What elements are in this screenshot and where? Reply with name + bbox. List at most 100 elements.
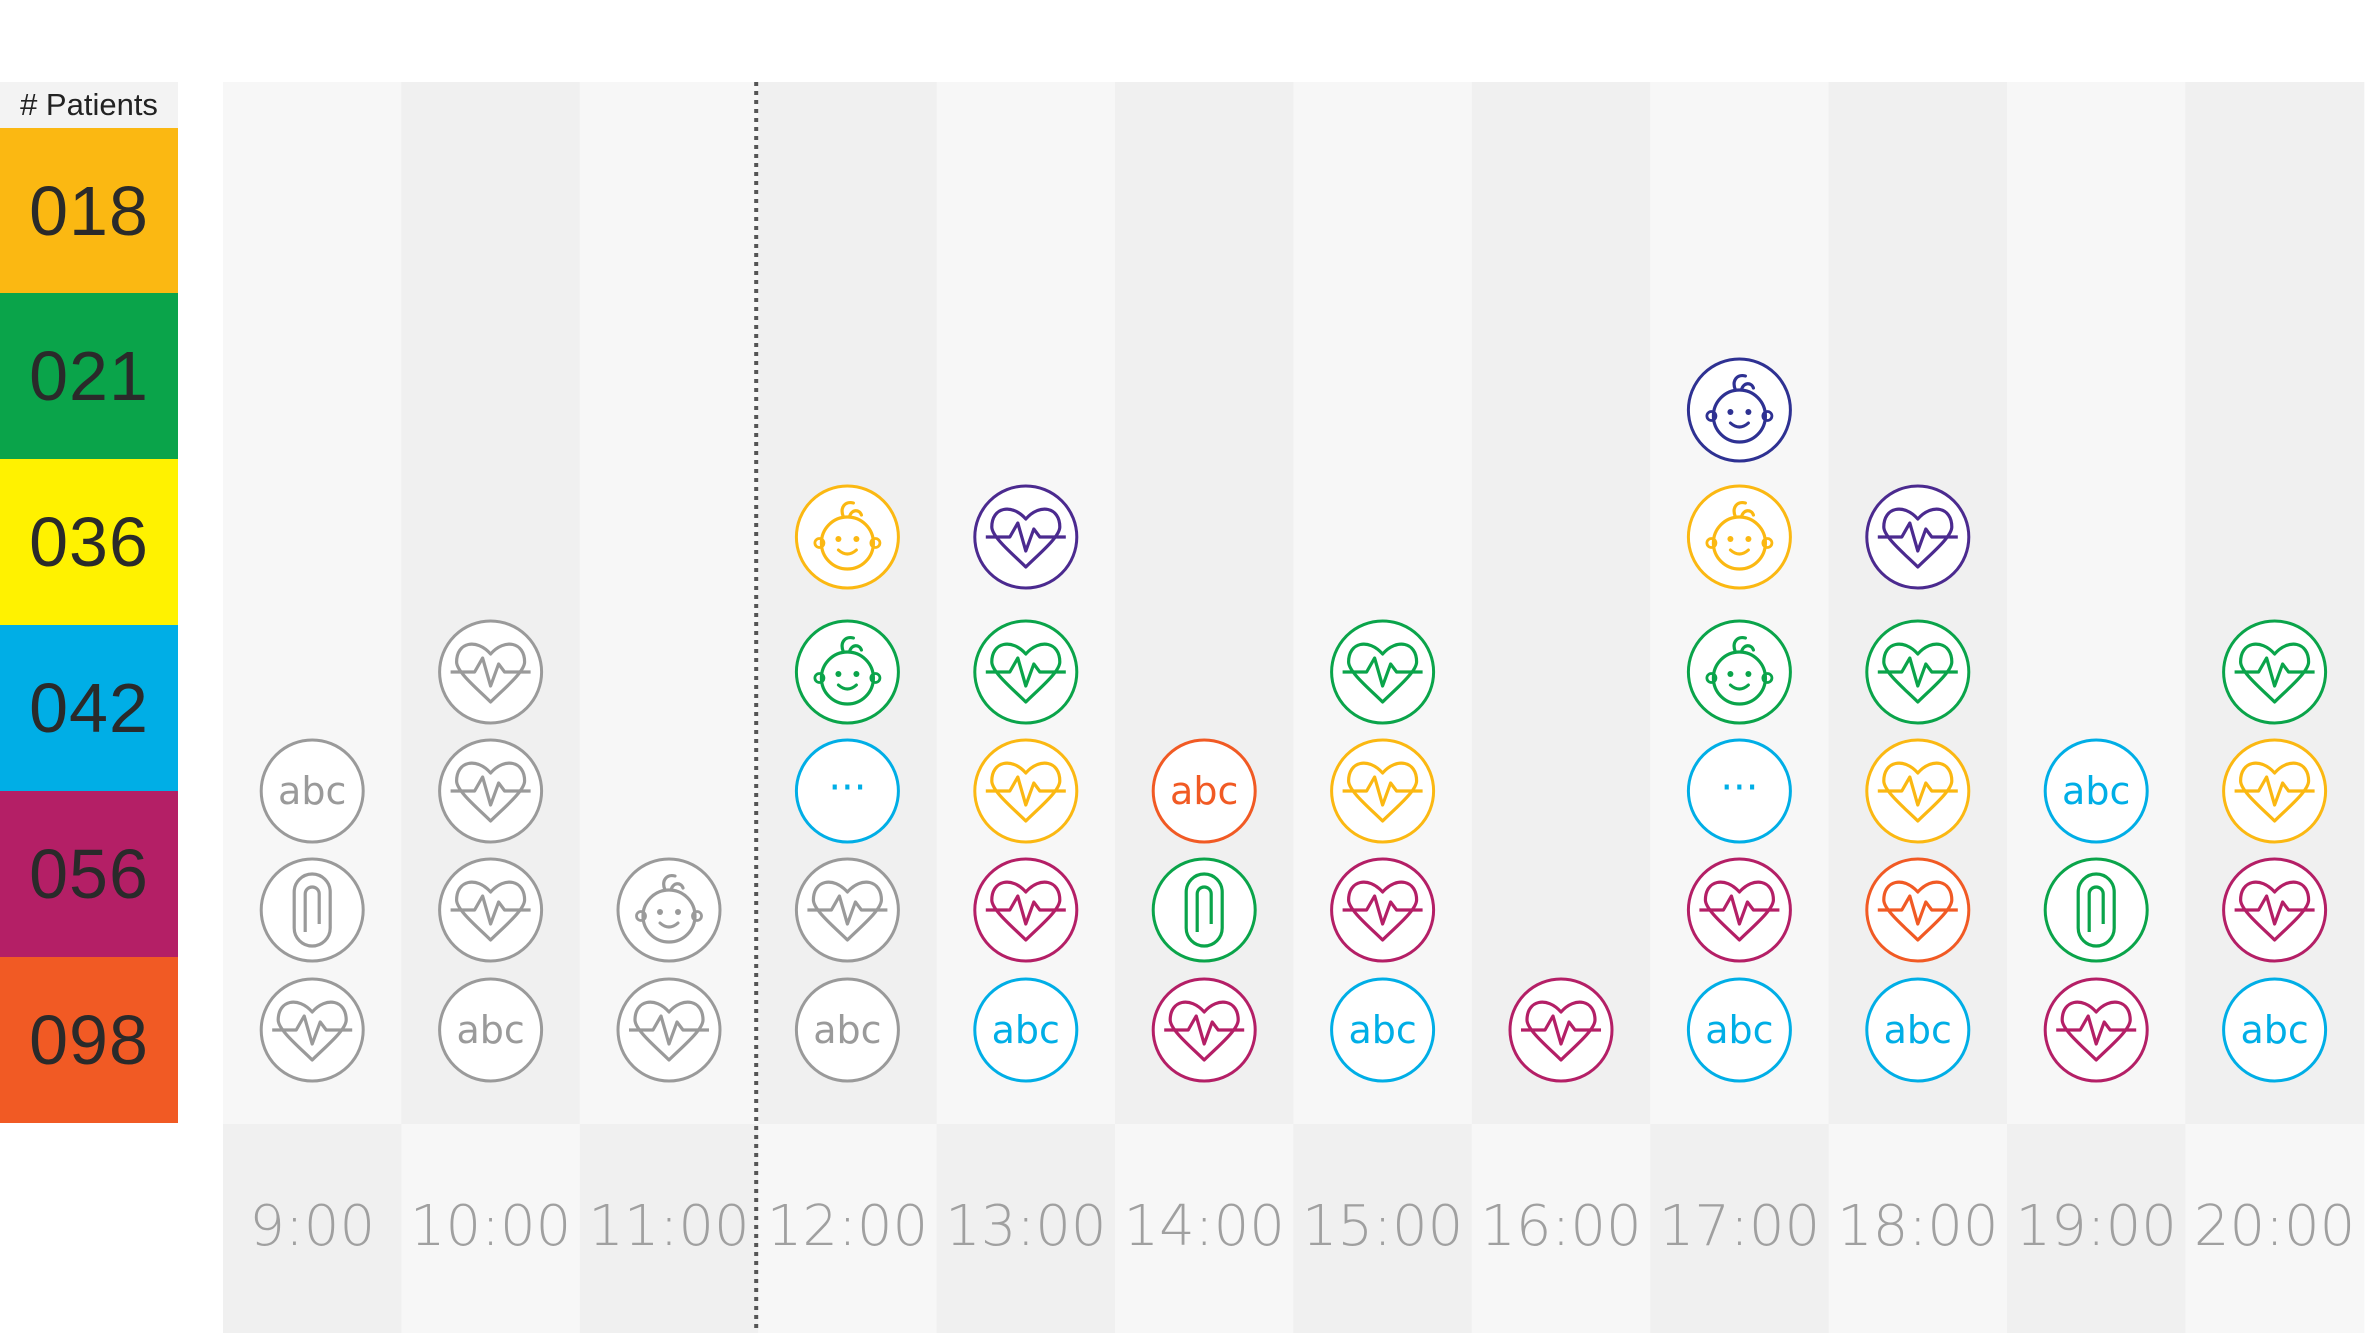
heart-rate-icon[interactable] xyxy=(973,619,1079,725)
baby-face-icon[interactable] xyxy=(1686,619,1792,725)
hour-column xyxy=(1650,82,1830,1124)
patient-036[interactable]: 036 xyxy=(0,459,178,625)
heart-rate-icon[interactable] xyxy=(973,857,1079,963)
heart-rate-icon[interactable] xyxy=(1686,857,1792,963)
icon-label: abc xyxy=(456,1008,524,1052)
hour-column xyxy=(758,82,938,1124)
hour-label-cell xyxy=(1115,1124,1294,1333)
hour-column xyxy=(936,82,1116,1124)
text-note-icon[interactable]: abc xyxy=(2043,738,2149,844)
heart-rate-icon[interactable] xyxy=(973,738,1079,844)
heart-rate-icon[interactable] xyxy=(1865,619,1971,725)
baby-face-icon[interactable] xyxy=(794,619,900,725)
heart-rate-icon[interactable] xyxy=(2222,738,2328,844)
hour-label: 17:00 xyxy=(1659,1194,1820,1259)
hour-column xyxy=(2185,82,2365,1124)
icon-label: abc xyxy=(1348,1008,1416,1052)
hour-label: 12:00 xyxy=(767,1194,928,1259)
legend-title: # Patients xyxy=(0,82,178,128)
heart-rate-icon[interactable] xyxy=(2222,857,2328,963)
heart-rate-icon[interactable] xyxy=(1865,738,1971,844)
text-note-icon[interactable]: abc xyxy=(1686,977,1792,1083)
icon-label: abc xyxy=(813,1008,881,1052)
hour-label-cell xyxy=(223,1124,402,1333)
icon-label: abc xyxy=(1705,1008,1773,1052)
heart-rate-icon[interactable] xyxy=(1865,857,1971,963)
hour-label: 10:00 xyxy=(410,1194,571,1259)
hour-label: 19:00 xyxy=(2016,1194,2177,1259)
hour-label-cell xyxy=(936,1124,1116,1333)
heart-rate-icon[interactable] xyxy=(1865,484,1971,590)
hour-label-cell xyxy=(1293,1124,1473,1333)
icon-label: abc xyxy=(1884,1008,1952,1052)
hour-label: 13:00 xyxy=(945,1194,1106,1259)
text-note-icon[interactable]: abc xyxy=(1865,977,1971,1083)
heart-rate-icon[interactable] xyxy=(616,977,722,1083)
hour-label: 15:00 xyxy=(1302,1194,1463,1259)
hour-label: 16:00 xyxy=(1480,1194,1641,1259)
hour-label-cell xyxy=(758,1124,938,1333)
hour-label-cell xyxy=(1650,1124,1830,1333)
text-note-icon[interactable]: abc xyxy=(438,977,544,1083)
baby-face-icon[interactable] xyxy=(1686,484,1792,590)
heart-rate-icon[interactable] xyxy=(2043,977,2149,1083)
baby-face-icon[interactable] xyxy=(794,484,900,590)
more-icon[interactable]: ··· xyxy=(1686,738,1792,844)
icon-label: ··· xyxy=(1720,765,1758,811)
patient-098[interactable]: 098 xyxy=(0,957,178,1123)
text-note-icon[interactable]: abc xyxy=(1151,738,1257,844)
text-note-icon[interactable]: abc xyxy=(1330,977,1436,1083)
hour-column xyxy=(1828,82,2008,1124)
heart-rate-icon[interactable] xyxy=(2222,619,2328,725)
hour-column xyxy=(401,82,581,1124)
hour-label: 9:00 xyxy=(249,1194,375,1259)
hour-label-cell xyxy=(401,1124,581,1333)
hour-label-cell xyxy=(1471,1124,1651,1333)
patient-042[interactable]: 042 xyxy=(0,625,178,791)
icon-label: abc xyxy=(278,769,346,813)
hour-column xyxy=(1293,82,1473,1124)
heart-rate-icon[interactable] xyxy=(1151,977,1257,1083)
icon-label: abc xyxy=(2240,1008,2308,1052)
hour-label-cell xyxy=(2185,1124,2365,1333)
heart-rate-icon[interactable] xyxy=(1330,857,1436,963)
patient-056[interactable]: 056 xyxy=(0,791,178,957)
heart-rate-icon[interactable] xyxy=(1330,738,1436,844)
text-note-icon[interactable]: abc xyxy=(2222,977,2328,1083)
hour-label-cell xyxy=(1828,1124,2008,1333)
hour-label-cell xyxy=(2007,1124,2186,1333)
text-note-icon[interactable]: abc xyxy=(973,977,1079,1083)
heart-rate-icon[interactable] xyxy=(259,977,365,1083)
hour-label: 20:00 xyxy=(2194,1194,2355,1259)
hour-label: 14:00 xyxy=(1124,1194,1285,1259)
text-note-icon[interactable]: abc xyxy=(259,738,365,844)
hour-label: 11:00 xyxy=(588,1194,749,1259)
hour-column xyxy=(579,82,759,1124)
heart-rate-icon[interactable] xyxy=(794,857,900,963)
hour-label: 18:00 xyxy=(1837,1194,1998,1259)
heart-rate-icon[interactable] xyxy=(973,484,1079,590)
heart-rate-icon[interactable] xyxy=(1330,619,1436,725)
hour-column xyxy=(1471,82,1651,1124)
icon-label: ··· xyxy=(828,765,866,811)
icon-label: abc xyxy=(992,1008,1060,1052)
hour-column xyxy=(1115,82,1294,1124)
baby-face-icon[interactable] xyxy=(616,857,722,963)
text-note-icon[interactable]: abc xyxy=(794,977,900,1083)
paperclip-icon[interactable] xyxy=(2043,857,2149,963)
patient-018[interactable]: 018 xyxy=(0,128,178,294)
heart-rate-icon[interactable] xyxy=(1508,977,1614,1083)
hour-column xyxy=(223,82,402,1124)
icon-label: abc xyxy=(2062,769,2130,813)
heart-rate-icon[interactable] xyxy=(438,619,544,725)
heart-rate-icon[interactable] xyxy=(438,738,544,844)
patient-021[interactable]: 021 xyxy=(0,293,178,459)
icon-label: abc xyxy=(1170,769,1238,813)
baby-face-icon[interactable] xyxy=(1686,357,1792,463)
heart-rate-icon[interactable] xyxy=(438,857,544,963)
paperclip-icon[interactable] xyxy=(1151,857,1257,963)
paperclip-icon[interactable] xyxy=(259,857,365,963)
hour-label-cell xyxy=(579,1124,759,1333)
more-icon[interactable]: ··· xyxy=(794,738,900,844)
